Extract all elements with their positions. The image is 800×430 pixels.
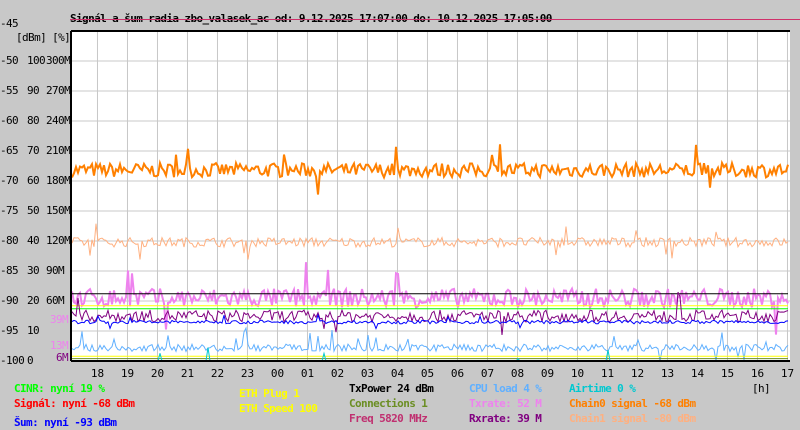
y-tick-dbm: -75 <box>0 204 19 217</box>
series--um <box>71 313 789 330</box>
y-tick-pct: 10 <box>27 324 40 337</box>
y-tick-dbm: -90 <box>0 294 19 307</box>
x-tick-label: 18 <box>91 367 104 380</box>
x-tick-label: 23 <box>241 367 254 380</box>
x-tick-label: 07 <box>481 367 494 380</box>
y-tick-rate: 120M <box>46 234 71 247</box>
inline-rate-label: 13M <box>50 339 69 352</box>
plot-background <box>71 31 790 361</box>
x-tick-label: 16 <box>751 367 764 380</box>
x-tick-label: 15 <box>721 367 734 380</box>
y-tick-pct: 0 <box>27 354 34 367</box>
legend-freq: Freq 5820 MHz <box>349 412 428 425</box>
y-tick-rate: 60M <box>46 294 65 307</box>
legend-txrate: Txrate: 52 M <box>469 397 542 410</box>
y-tick-pct: 30 <box>27 264 40 277</box>
x-tick-label: 05 <box>421 367 434 380</box>
legend-eth-plug: ETH Plug 1 <box>239 387 300 400</box>
y-tick-dbm: -85 <box>0 264 19 277</box>
series-cpu-load <box>71 326 789 362</box>
x-tick-label: 08 <box>511 367 524 380</box>
y-tick-dbm: -45 <box>0 17 19 30</box>
x-axis-label: [h] <box>752 382 771 395</box>
title-rule <box>70 19 800 20</box>
x-tick-label: 03 <box>361 367 374 380</box>
x-tick-label: 09 <box>541 367 554 380</box>
y-tick-dbm: -65 <box>0 144 19 157</box>
y-tick-dbm: -80 <box>0 234 19 247</box>
x-tick-label: 06 <box>451 367 464 380</box>
y-tick-pct: 70 <box>27 144 40 157</box>
y-tick-dbm: -95 <box>0 324 19 337</box>
y-tick-rate: 90M <box>46 264 65 277</box>
chart-title: Signál a šum radia zbo_valasek_ac od: 9.… <box>70 12 552 25</box>
series-chain1-signal <box>71 223 789 260</box>
legend-chain0: Chain0 signal -68 dBm <box>569 397 696 410</box>
x-tick-label: 04 <box>391 367 405 380</box>
x-tick-label: 01 <box>301 367 314 380</box>
y-tick-pct: 50 <box>27 204 40 217</box>
y-tick-pct: 20 <box>27 294 40 307</box>
series-rxrate <box>71 291 789 336</box>
y-tick-rate: 210M <box>46 144 71 157</box>
legend-chain1: Chain1 signal -80 dBm <box>569 412 696 425</box>
series-chain0-signal <box>71 144 789 195</box>
y-tick-dbm: -70 <box>0 174 19 187</box>
y-tick-rate: 270M <box>46 84 71 97</box>
legend-airtime: Airtime 0 % <box>569 382 636 395</box>
x-tick-label: 21 <box>181 367 194 380</box>
y-tick-rate: 240M <box>46 114 71 127</box>
y-tick-rate: 150M <box>46 204 71 217</box>
y-tick-rate: 300M <box>46 54 71 67</box>
y-tick-dbm: -100 <box>0 354 25 367</box>
x-tick-label: 00 <box>271 367 284 380</box>
inline-rate-label: 6M <box>56 351 69 364</box>
legend-signal: Signál: nyní -68 dBm <box>14 397 135 410</box>
x-tick-label: 11 <box>601 367 614 380</box>
legend-rxrate: Rxrate: 39 M <box>469 412 542 425</box>
y-tick-pct: 90 <box>27 84 40 97</box>
inline-rate-label: 39M <box>50 313 69 326</box>
x-tick-label: 19 <box>121 367 134 380</box>
series-txrate <box>71 262 789 335</box>
y-tick-pct: 80 <box>27 114 40 127</box>
legend-cpu: CPU load 4 % <box>469 382 542 395</box>
x-tick-label: 22 <box>211 367 224 380</box>
x-tick-label: 20 <box>151 367 164 380</box>
y-tick-rate: 180M <box>46 174 71 187</box>
x-tick-label: 14 <box>691 367 705 380</box>
y-tick-pct: 100 <box>27 54 46 67</box>
x-tick-label: 13 <box>661 367 674 380</box>
y-tick-pct: 40 <box>27 234 40 247</box>
legend-txpower: TxPower 24 dBm <box>349 382 434 395</box>
y-tick-dbm: -50 <box>0 54 19 67</box>
x-tick-label: 02 <box>331 367 344 380</box>
x-tick-label: 17 <box>781 367 794 380</box>
y-tick-pct: 60 <box>27 174 40 187</box>
x-tick-label: 12 <box>631 367 644 380</box>
legend-eth-speed: ETH Speed 100 <box>239 402 318 415</box>
legend-cinr: CINR: nyní 19 % <box>14 382 105 395</box>
y-tick-dbm: -55 <box>0 84 19 97</box>
x-tick-label: 10 <box>571 367 584 380</box>
legend-noise: Šum: nyní -93 dBm <box>14 416 117 429</box>
legend-connections: Connections 1 <box>349 397 428 410</box>
y-tick-dbm: -60 <box>0 114 19 127</box>
y-axis-label: [dBm] [%] <box>16 31 71 44</box>
